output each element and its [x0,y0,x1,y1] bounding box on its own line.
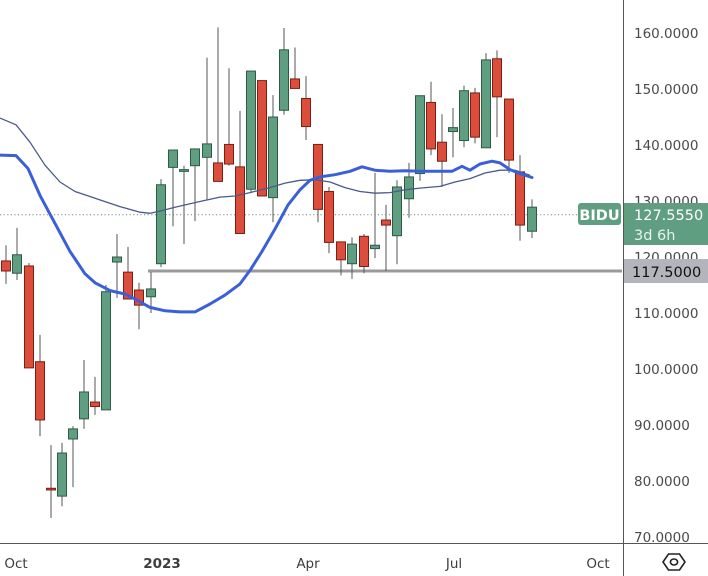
candle [359,234,369,274]
candle [257,80,267,197]
time-tick-label: Oct [4,556,27,572]
candle [24,263,34,369]
candle [79,360,89,429]
candle [202,57,212,200]
candle [279,27,289,115]
candle [156,179,166,268]
candle [1,245,11,284]
price-tick-label: 80.0000 [634,474,690,490]
level-price-text: 117.5000 [632,265,701,281]
price-tick-label: 70.0000 [634,530,690,546]
price-tick-label: 160.0000 [634,26,698,42]
candle [246,70,256,194]
candle [112,234,122,298]
symbol-text: BIDU [579,208,619,224]
price-tick-label: 100.0000 [634,362,698,378]
candle [268,95,278,223]
candle [168,149,178,227]
level-price-label: 117.5000 [624,259,708,283]
time-tick-label: Apr [296,556,320,572]
bar-countdown-text: 3d 6h [634,228,675,244]
candle [101,285,111,411]
price-tick-label: 90.0000 [634,418,690,434]
candle [190,148,200,222]
time-tick-label: Oct [586,556,609,572]
candle [470,87,480,144]
candle [12,227,22,280]
moving-average-slow-line [0,117,531,214]
moving-average-fast-line [0,153,534,314]
time-tick-label: Jul [445,556,462,572]
candle [381,204,391,271]
last-price-text: 127.5550 [634,208,703,224]
candle [415,95,425,181]
candle [123,246,133,300]
candles [1,27,537,518]
candle [448,108,458,158]
candle [301,76,311,140]
candle [235,110,245,234]
candle [324,187,334,254]
candle [370,173,380,259]
candle [57,442,67,507]
price-tick-label: 110.0000 [634,306,698,322]
symbol-label: BIDU [578,203,621,225]
plot-area[interactable] [0,27,622,518]
time-tick-label: 2023 [143,556,181,572]
price-tick-label: 150.0000 [634,82,698,98]
candle [437,114,447,187]
candle [35,334,45,437]
time-axis[interactable]: Oct 2023 Apr Jul Oct [4,556,609,572]
candle [504,98,514,173]
candle [527,199,537,238]
candle [90,376,100,415]
price-tick-label: 140.0000 [634,138,698,154]
candle [336,241,346,276]
candle [492,50,502,138]
last-price-label: 127.5550 3d 6h [624,203,708,245]
candle [46,445,56,518]
candle [392,180,402,265]
candle [426,81,436,156]
candle [290,47,300,89]
candle [481,53,491,149]
candle [224,68,234,166]
candle [459,85,469,148]
hexagon-gear-icon[interactable] [662,553,686,571]
candle [347,237,357,279]
candle [68,426,78,488]
candle [213,27,223,182]
